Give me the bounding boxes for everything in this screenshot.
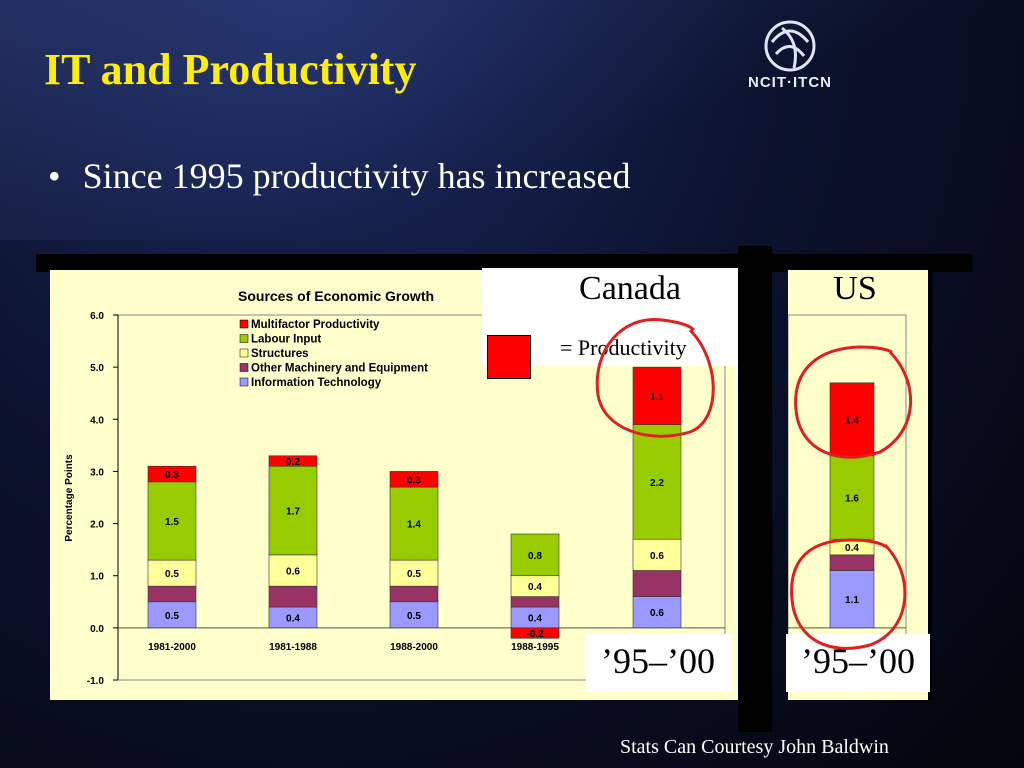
bar-data-label: 0.3 [165,470,179,481]
bar-data-label: 1.4 [407,520,421,531]
legend-label: Information Technology [251,377,382,389]
bar-data-label: 0.2 [286,457,300,468]
y-tick-label: 5.0 [90,363,104,374]
bar-segment [510,533,560,577]
bar-segment [510,596,560,608]
bullet-text: Since 1995 productivity has increased [82,156,631,196]
bar-segment [147,481,197,561]
y-tick-label: 4.0 [90,415,104,426]
bar-data-label: 0.4 [845,543,859,554]
bar-data-label: 2.2 [650,478,664,489]
us-panel-edge [928,270,932,700]
bar-data-label: 1.7 [286,507,300,518]
tear-separator [738,246,772,732]
legend-swatch [239,363,249,372]
bar-segment [147,585,197,603]
credit-text: Stats Can Courtesy John Baldwin [620,736,889,758]
legend-swatch [239,377,249,387]
x-tick-label: 1988-1995 [511,642,559,653]
bar-data-label: 0.4 [528,613,542,624]
us-label: US [833,270,877,307]
bar-segment [510,627,560,639]
bar-segment [268,554,318,587]
bar-segment [147,559,197,587]
bar-data-label: 0.6 [650,608,664,619]
bar-segment [147,601,197,629]
legend-swatch [239,319,249,329]
y-tick-label: -1.0 [87,676,105,687]
legend-label: Multifactor Productivity [251,319,380,331]
period-canada: ’95–’00 [601,641,715,681]
legend-swatch [239,334,249,343]
logo-text: NCIT·ITCN [748,74,832,91]
bar-data-label: 0.4 [528,582,542,593]
chart-title: Sources of Economic Growth [238,288,434,304]
bar-segment [268,465,318,556]
bar-data-label: 0.5 [407,569,421,580]
bar-data-label: 0.3 [407,475,421,486]
background-streak [0,0,1024,240]
bar-data-label: 0.8 [528,551,542,562]
bar-data-label: 1.5 [165,517,179,528]
period-canada-box [586,634,732,692]
bar-segment [268,455,318,467]
bar-data-label: 0.4 [286,613,300,624]
bar-segment [147,465,197,483]
productivity-swatch [487,335,531,379]
y-tick-label: 2.0 [90,520,104,531]
y-tick-label: 3.0 [90,467,104,478]
ncit-logo: NCIT·ITCN [720,12,860,102]
bar-data-label: 0.6 [650,551,664,562]
bar-segment [632,570,682,597]
bar-data-label: 0.5 [165,611,179,622]
y-axis-label: Percentage Points [64,454,75,542]
x-tick-label: 1981-2000 [148,642,196,653]
bar-data-label: 0.6 [286,567,300,578]
bar-data-label: 1.6 [845,494,859,505]
x-tick-label: 1981-1988 [269,642,317,653]
bar-segment [829,554,875,571]
slide-title: IT and Productivity [44,45,417,94]
canada-label: Canada [579,270,681,307]
globe-icon [764,20,816,72]
bar-data-label: 0.5 [407,611,421,622]
bar-data-label: 0.5 [165,569,179,580]
legend-swatch [239,348,249,358]
legend-label: Other Machinery and Equipment [251,363,428,375]
legend-label: Structures [251,348,309,360]
bar-segment [632,538,682,571]
bar-segment [632,424,682,540]
bar-segment [389,471,439,488]
legend-label: Labour Input [251,334,321,346]
y-tick-label: 6.0 [90,311,104,322]
bar-segment [389,601,439,629]
bullet-point: • Since 1995 productivity has increased [48,155,630,197]
x-tick-label: 1988-2000 [390,642,438,653]
bullet-dot: • [48,156,61,196]
bar-data-label: 1.1 [845,595,859,606]
y-tick-label: 0.0 [90,624,104,635]
bar-segment [389,585,439,603]
bar-segment [632,596,682,629]
bar-data-label: -0.2 [526,629,544,640]
y-tick-label: 1.0 [90,572,104,583]
bar-data-label: 1.1 [650,392,664,403]
bar-segment [268,585,318,608]
bar-segment [389,486,439,561]
productivity-legend-label: = Productivity [560,335,687,360]
bar-data-label: 1.4 [845,415,859,426]
period-us: ’95–’00 [801,641,915,681]
